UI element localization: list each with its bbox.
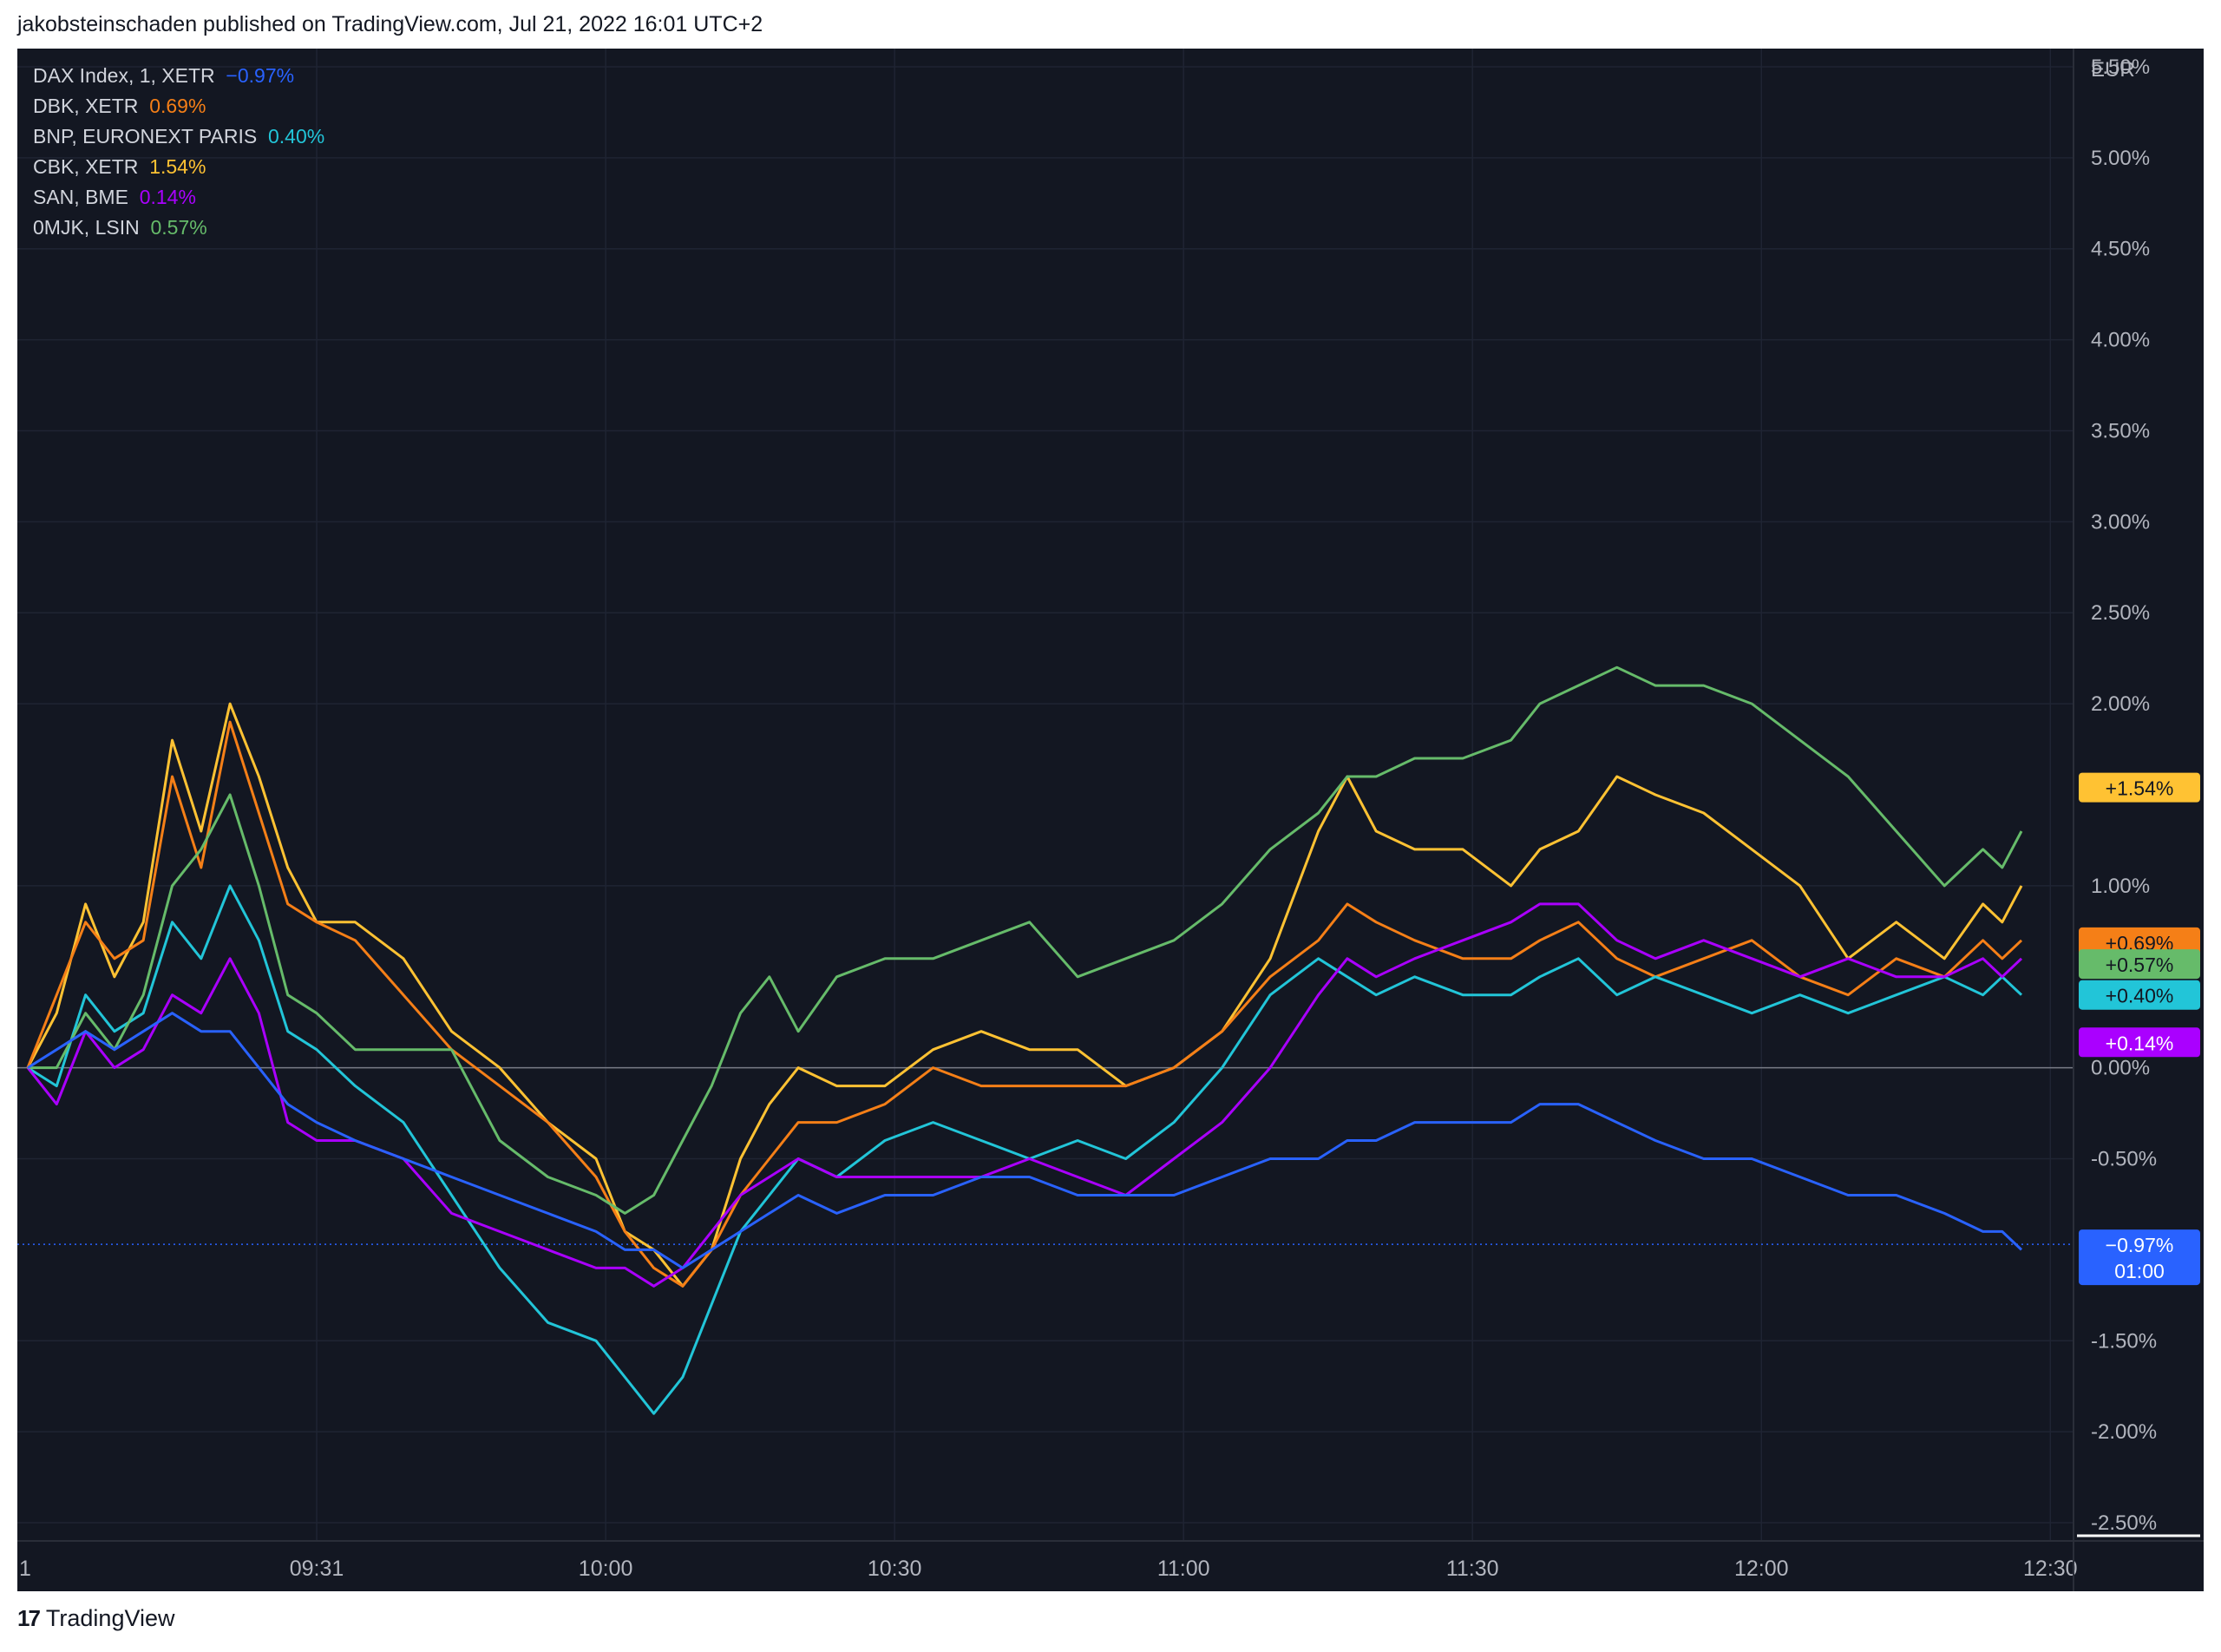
legend-value-bnp: 0.40% xyxy=(267,125,325,148)
legend: DAX Index, 1, XETR −0.97% DBK, XETR 0.69… xyxy=(33,61,324,243)
legend-label-dax: DAX Index, 1, XETR xyxy=(33,64,215,87)
legend-row-bnp[interactable]: BNP, EURONEXT PARIS 0.40% xyxy=(33,121,324,152)
x-tick-label-partial: 1 xyxy=(19,1557,31,1581)
series-line-2 xyxy=(27,884,2023,1415)
legend-value-cbk: 1.54% xyxy=(149,155,206,178)
y-tick-label: -1.50% xyxy=(2091,1329,2157,1353)
tradingview-logo-icon: 17 xyxy=(17,1605,41,1631)
currency-label: EUR xyxy=(2091,58,2135,82)
y-tick-label: 3.50% xyxy=(2091,419,2150,442)
y-tick-label: 2.00% xyxy=(2091,692,2150,716)
price-badge-0 xyxy=(2079,772,2200,803)
zero-line-group xyxy=(17,1066,2074,1245)
chart-svg[interactable]: 5.50% 5.00% 4.50% 4.00% 3.50% 3.00% 2.50% 2.00%… xyxy=(17,49,2204,1591)
series-line-0 xyxy=(26,702,2023,1288)
legend-label-san: SAN, BME xyxy=(33,186,128,208)
y-tick-label: 1.00% xyxy=(2091,875,2150,898)
price-badge-text-3: +0.40% xyxy=(2106,985,2174,1007)
price-badge-text-2: +0.57% xyxy=(2106,954,2174,976)
series-line-3 xyxy=(26,902,2023,1288)
series-group xyxy=(26,665,2023,1415)
y-tick-label: -2.00% xyxy=(2091,1420,2157,1444)
legend-row-cbk[interactable]: CBK, XETR 1.54% xyxy=(33,152,324,182)
legend-value-dbk: 0.69% xyxy=(149,95,206,117)
y-tick-label: -0.50% xyxy=(2091,1148,2157,1171)
series-line-4 xyxy=(28,665,2023,1215)
legend-row-dbk[interactable]: DBK, XETR 0.69% xyxy=(33,91,324,121)
price-badge-sub-5: 01:00 xyxy=(2114,1260,2165,1282)
chart-panel[interactable]: 5.50% 5.00% 4.50% 4.00% 3.50% 3.00% 2.50% 2.00%… xyxy=(17,49,2204,1591)
publish-line: jakobsteinschaden published on TradingVi… xyxy=(17,12,763,36)
y-tick-label: 5.50% xyxy=(2091,56,2150,79)
price-badge-2 xyxy=(2079,949,2200,980)
y-tick-label: 3.00% xyxy=(2091,510,2150,534)
legend-label-cbk: CBK, XETR xyxy=(33,155,139,178)
footer-brand[interactable]: TradingView xyxy=(45,1605,175,1631)
x-tick-label: 12:30 xyxy=(2023,1557,2078,1581)
series-line-5 xyxy=(27,1012,2023,1269)
legend-value-dax: −0.97% xyxy=(226,64,295,87)
series-line-1 xyxy=(26,720,2023,1288)
legend-value-0mjk: 0.57% xyxy=(150,216,207,239)
legend-label-dbk: DBK, XETR xyxy=(33,95,139,117)
y-tick-label: 0.00% xyxy=(2091,1057,2150,1080)
price-badge-5 xyxy=(2079,1229,2200,1286)
price-badge-3 xyxy=(2079,980,2200,1010)
legend-label-0mjk: 0MJK, LSIN xyxy=(33,216,140,239)
legend-row-san[interactable]: SAN, BME 0.14% xyxy=(33,182,324,213)
grid xyxy=(17,49,2074,1541)
legend-row-dax[interactable]: DAX Index, 1, XETR −0.97% xyxy=(33,61,324,91)
footer: 17 TradingView xyxy=(17,1605,175,1632)
legend-value-san: 0.14% xyxy=(139,186,196,208)
legend-row-0mjk[interactable]: 0MJK, LSIN 0.57% xyxy=(33,213,324,243)
x-tick-label: 10:30 xyxy=(868,1557,922,1581)
y-tick-label: 4.00% xyxy=(2091,329,2150,352)
x-tick-label: 11:30 xyxy=(1446,1557,1499,1581)
price-badge-4 xyxy=(2079,1027,2200,1058)
price-badge-text-5: −0.97% xyxy=(2106,1234,2174,1256)
x-tick-label: 10:00 xyxy=(579,1557,633,1581)
y-tick-label: 5.00% xyxy=(2091,147,2150,170)
y-tick-label: 4.50% xyxy=(2091,238,2150,261)
price-badge-text-4: +0.14% xyxy=(2106,1032,2174,1054)
x-tick-label: 12:00 xyxy=(1734,1557,1789,1581)
price-badge-text-0: +1.54% xyxy=(2106,777,2174,800)
y-tick-label: -2.50% xyxy=(2091,1511,2157,1535)
x-tick-label: 09:31 xyxy=(290,1557,344,1581)
price-badges: +1.54%+0.69%+0.57%+0.40%+0.14%−0.97%01:0… xyxy=(2079,772,2200,1286)
legend-label-bnp: BNP, EURONEXT PARIS xyxy=(33,125,258,148)
x-tick-label: 11:00 xyxy=(1157,1557,1210,1581)
y-tick-label: 2.50% xyxy=(2091,601,2150,625)
axis-group: 5.50% 5.00% 4.50% 4.00% 3.50% 3.00% 2.50% 2.00%… xyxy=(17,49,2204,1591)
